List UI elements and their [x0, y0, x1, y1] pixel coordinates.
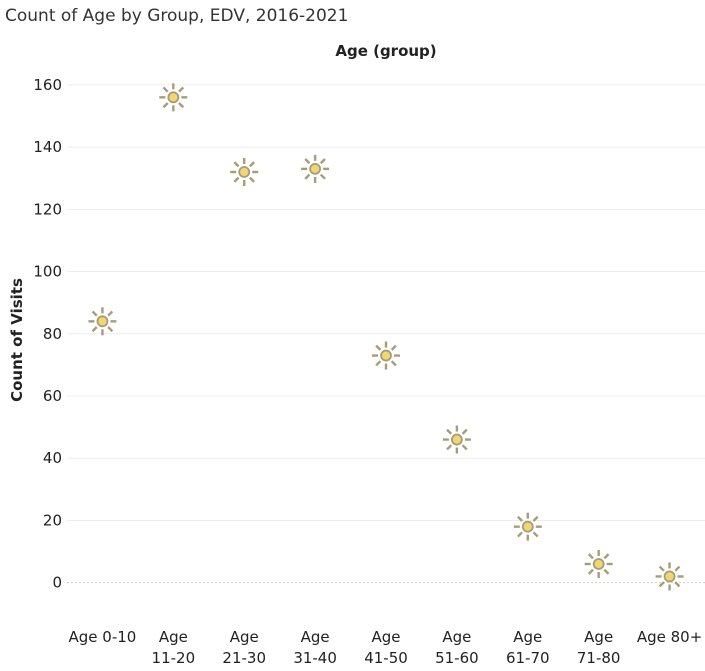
data-point-sun-icon	[230, 158, 259, 186]
chart-title: Count of Age by Group, EDV, 2016-2021	[5, 6, 349, 26]
y-tick-label: 80	[43, 325, 62, 343]
x-tick-label: Age	[513, 628, 542, 646]
x-tick-label-line2: 51-60	[435, 649, 479, 667]
y-axis-title: Count of Visits	[8, 278, 26, 402]
y-tick-label: 120	[33, 200, 62, 218]
y-tick-label: 160	[33, 76, 62, 94]
x-tick-label-line2: 11-20	[152, 649, 196, 667]
x-tick-label: Age 0-10	[69, 628, 137, 646]
data-point-sun-icon	[88, 307, 117, 336]
data-point-sun-icon	[301, 154, 330, 183]
x-tick-label: Age	[371, 628, 400, 646]
data-point-sun-icon	[513, 512, 542, 541]
y-tick-label: 40	[43, 449, 62, 467]
x-tick-label: Age	[301, 628, 330, 646]
x-tick-label-line2: 61-70	[506, 649, 550, 667]
data-points	[88, 83, 684, 591]
x-tick-label: Age	[230, 628, 259, 646]
y-tick-label: 100	[33, 263, 62, 281]
x-tick-label-line2: 41-50	[364, 649, 408, 667]
y-tick-label: 60	[43, 387, 62, 405]
column-header: Age (group)	[335, 42, 436, 60]
y-axis-ticks: 0 20 40 60 80 100 120 140 160	[33, 76, 62, 592]
x-tick-label-line2: 21-30	[222, 649, 266, 667]
y-tick-label: 20	[43, 511, 62, 529]
x-tick-label-line2: 31-40	[293, 649, 337, 667]
data-point-sun-icon	[584, 550, 613, 578]
y-tick-label: 140	[33, 138, 62, 156]
x-tick-label: Age	[442, 628, 471, 646]
data-point-sun-icon	[372, 341, 400, 370]
x-tick-label: Age	[584, 628, 613, 646]
x-tick-label: Age 80+	[637, 628, 702, 646]
x-tick-label: Age	[159, 628, 188, 646]
gridlines	[67, 84, 705, 584]
y-tick-label: 0	[52, 574, 62, 592]
x-axis-ticks: Age 0-10 Age 11-20 Age 21-30 Age 31-40 Age 41-50…	[69, 628, 703, 667]
data-point-sun-icon	[159, 83, 188, 112]
data-point-sun-icon	[655, 562, 684, 591]
data-point-sun-icon	[442, 425, 471, 454]
x-tick-label-line2: 71-80	[577, 649, 621, 667]
